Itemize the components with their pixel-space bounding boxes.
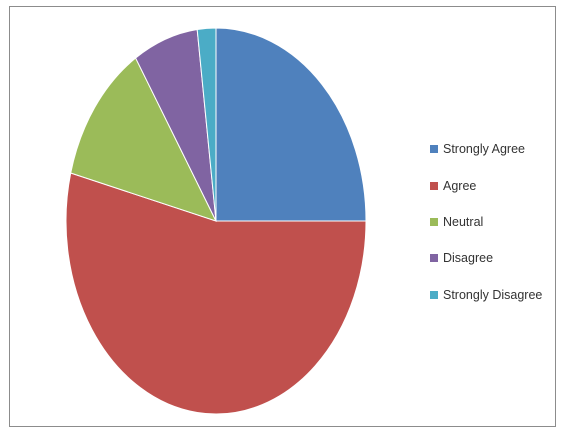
legend-swatch bbox=[430, 290, 438, 299]
legend-item: Neutral bbox=[430, 213, 542, 232]
pie-slice-neutral bbox=[70, 57, 217, 222]
pie-slice-strongly-disagree bbox=[196, 27, 217, 222]
legend-item: Agree bbox=[430, 176, 542, 195]
legend-label: Strongly Disagree bbox=[443, 287, 543, 302]
legend-label: Strongly Agree bbox=[443, 142, 525, 157]
legend-item: Disagree bbox=[430, 249, 542, 268]
pie-slice-strongly-agree bbox=[215, 27, 367, 222]
legend-swatch bbox=[430, 218, 438, 227]
legend-label: Neutral bbox=[443, 215, 484, 230]
legend-label: Agree bbox=[443, 178, 477, 193]
legend-swatch bbox=[430, 181, 438, 190]
pie-slice-agree bbox=[65, 172, 367, 415]
legend-item: Strongly Disagree bbox=[430, 286, 542, 305]
legend-item: Strongly Agree bbox=[430, 140, 542, 159]
legend-swatch bbox=[430, 254, 438, 263]
legend-label: Disagree bbox=[443, 251, 494, 266]
chart-legend: Strongly Agree Agree Neutral Disagree Strong… bbox=[430, 140, 542, 322]
legend-swatch bbox=[430, 145, 438, 154]
